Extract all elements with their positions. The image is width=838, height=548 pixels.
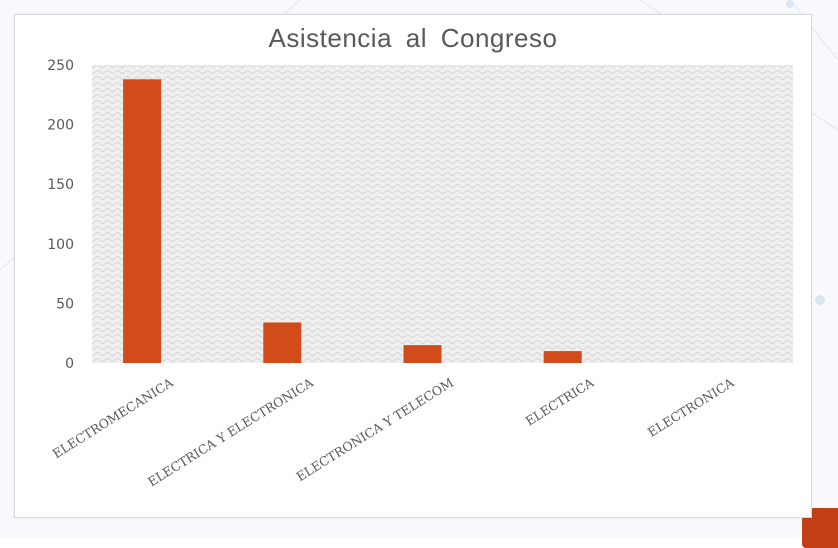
chart-title: Asistencia al Congreso xyxy=(15,23,811,54)
x-category-label: ELECTRICA Y ELECTRONICA xyxy=(145,374,317,489)
y-tick-label: 200 xyxy=(47,118,74,134)
y-tick-label: 50 xyxy=(56,296,74,312)
chart-card: 0 50 100 150 200 250 ELECTROMECANICA ELECTRICA… xyxy=(14,14,812,518)
bar xyxy=(544,351,582,363)
y-tick-label: 250 xyxy=(47,58,74,74)
bar xyxy=(263,322,301,363)
x-category-label: ELECTRONICA Y TELECOM xyxy=(294,375,457,484)
bar xyxy=(404,345,442,363)
x-category-label: ELECTRONICA xyxy=(645,374,737,439)
x-category-label: ELECTRICA xyxy=(523,374,597,428)
y-tick-label: 150 xyxy=(47,177,74,193)
x-category-label: ELECTROMECANICA xyxy=(50,374,177,461)
plot-area xyxy=(92,65,793,363)
y-axis: 0 50 100 150 200 250 xyxy=(47,58,74,372)
bar xyxy=(123,79,161,363)
y-tick-label: 100 xyxy=(47,237,74,253)
y-tick-label: 0 xyxy=(65,356,74,372)
